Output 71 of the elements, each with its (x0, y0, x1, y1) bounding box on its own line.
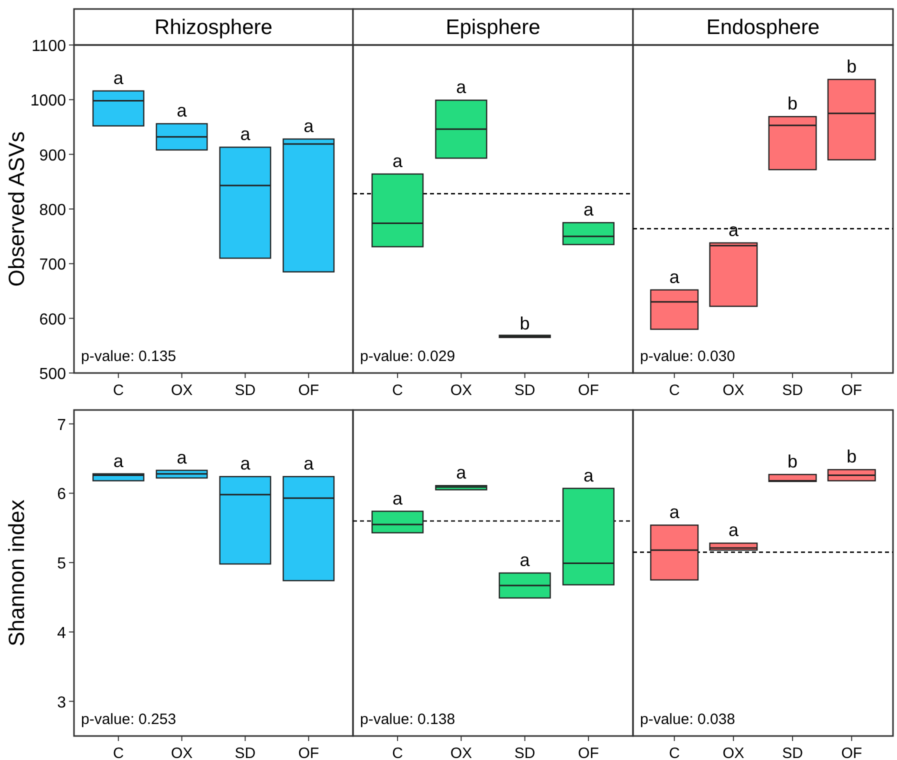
annotation: p-value: 0.135 (81, 348, 176, 365)
annotation: a (113, 450, 124, 471)
x-tick-label: C (392, 382, 404, 399)
annotation: a (520, 550, 531, 570)
annotation: a (456, 462, 468, 483)
annotation: a (304, 454, 315, 474)
y-tick-label: 800 (39, 202, 66, 219)
annotation: a (176, 100, 188, 121)
chart-title: Episphere (446, 16, 540, 39)
y-axis-title: Shannon index (4, 500, 29, 646)
x-tick-label: OF (578, 382, 599, 399)
y-tick-label: 600 (39, 311, 66, 328)
annotation: a (392, 151, 404, 172)
x-tick-label: OX (170, 745, 193, 760)
x-tick-label: OF (298, 745, 320, 760)
x-tick-label: OX (722, 745, 744, 760)
x-tick-label: SD (514, 745, 536, 760)
y-tick-label: 5 (57, 556, 66, 573)
annotation: a (392, 488, 404, 508)
annotation: a (113, 68, 124, 88)
chart-title: Endosphere (706, 16, 820, 39)
annotation: a (240, 454, 252, 474)
annotation: p-value: 0.138 (360, 711, 456, 728)
y-tick-label: 4 (57, 624, 66, 642)
annotation: a (583, 200, 594, 220)
y-tick-label: 500 (39, 366, 66, 383)
y-tick-label: 6 (57, 486, 66, 504)
y-tick-label: 1000 (30, 92, 66, 110)
annotation: p-value: 0.029 (360, 348, 456, 365)
annotation: a (240, 124, 252, 144)
annotation: b (846, 446, 857, 467)
x-tick-label: OF (841, 745, 862, 760)
annotation: a (176, 447, 188, 468)
x-tick-label: SD (234, 745, 256, 760)
x-tick-label: OF (841, 382, 862, 399)
x-tick-label: SD (782, 745, 804, 760)
chart-title: Rhizosphere (154, 16, 272, 39)
x-tick-label: OX (170, 382, 193, 399)
x-tick-label: C (112, 382, 124, 399)
x-tick-label: C (668, 382, 680, 399)
x-tick-label: SD (234, 382, 256, 399)
annotation: a (456, 77, 468, 98)
annotation: p-value: 0.038 (640, 711, 736, 728)
x-tick-label: OX (450, 745, 472, 760)
x-tick-label: OX (450, 382, 472, 399)
annotation: b (846, 56, 857, 76)
annotation: a (669, 502, 680, 522)
x-tick-label: OX (722, 382, 744, 399)
annotation: p-value: 0.253 (81, 711, 176, 728)
annotation: a (728, 520, 740, 540)
y-tick-label: 7 (57, 416, 66, 434)
x-tick-label: C (392, 745, 404, 760)
annotation: b (520, 313, 530, 334)
x-tick-label: C (668, 745, 680, 760)
annotation: a (728, 220, 740, 240)
x-tick-label: OF (298, 382, 320, 399)
annotation: a (669, 266, 680, 287)
annotation: a (304, 116, 315, 136)
annotation: b (788, 94, 798, 114)
x-tick-label: SD (782, 382, 804, 399)
y-axis-title: Observed ASVs (4, 131, 29, 287)
annotation: b (788, 452, 798, 472)
x-tick-label: SD (514, 382, 536, 399)
annotation: a (583, 465, 594, 486)
x-tick-label: C (112, 745, 124, 760)
y-tick-label: 900 (39, 147, 66, 164)
y-tick-label: 3 (57, 694, 66, 712)
y-tick-label: 700 (39, 256, 66, 274)
x-tick-label: OF (578, 745, 599, 760)
y-tick-label: 1100 (32, 38, 66, 55)
annotation: p-value: 0.030 (640, 348, 736, 365)
